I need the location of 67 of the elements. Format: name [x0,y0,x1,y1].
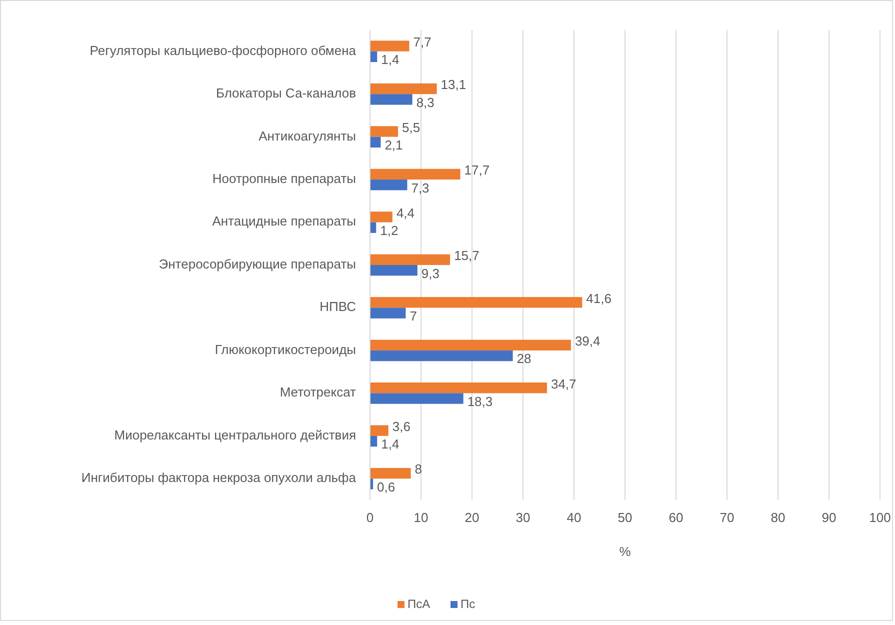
bar [370,51,378,62]
data-label: 1,4 [381,436,400,452]
x-tick-label: 60 [668,510,684,525]
y-tick-label: Регуляторы кальциево-фосфорного обмена [90,42,357,58]
y-tick-label: Ингибиторы фактора некроза опухоли альфа [81,470,357,486]
x-tick-label: 0 [366,510,374,525]
bar [370,297,582,308]
data-label: 18,3 [467,394,493,409]
x-tick-label: 30 [516,510,530,525]
bar [370,212,392,222]
legend-label: ПсА [408,597,430,612]
x-tick-label: 70 [720,510,734,525]
data-label: 1,2 [380,223,398,238]
bar [370,436,378,447]
bar [370,468,411,479]
data-label: 41,6 [586,290,612,306]
bar [370,126,398,137]
data-label: 0,6 [377,479,396,494]
bar [370,340,571,350]
x-tick-label: 90 [822,510,836,525]
y-tick-label: Энтеросорбирующие препараты [158,256,356,272]
data-label: 9,3 [421,266,440,281]
data-label: 7,7 [413,34,432,50]
bar [370,180,408,190]
x-axis-title: % [619,544,632,559]
data-label: 4,4 [396,205,415,220]
y-tick-label: Миорелаксанты центрального действия [114,427,356,442]
x-tick-label: 100 [869,510,891,525]
bar [370,168,460,180]
bar [370,83,437,94]
bar [370,254,450,265]
x-tick-label: 50 [618,510,632,525]
data-label: 5,5 [402,120,420,135]
y-tick-label: Глюкокортикостероиды [214,342,356,357]
bar [370,265,418,276]
data-label: 8,3 [416,94,434,110]
data-label: 7,3 [411,180,430,196]
y-tick-label: Блокаторы Са-каналов [216,86,356,101]
data-label: 15,7 [454,248,480,264]
bar [370,382,547,394]
bar [370,40,410,52]
bar [370,308,406,318]
x-tick-label: 80 [770,510,786,525]
data-label: 7 [410,308,417,324]
bar [370,136,381,148]
y-tick-label: Антикоагулянты [258,128,356,144]
y-tick-label: Ноотропные препараты [212,170,356,186]
data-label: 13,1 [440,77,466,92]
data-label: 39,4 [574,334,600,349]
y-tick-label: Антацидные препараты [212,214,356,229]
data-label: 3,6 [392,419,410,434]
data-label: 34,7 [550,376,576,392]
x-tick-label: 10 [414,510,428,525]
bar [370,393,464,404]
bar [370,94,412,105]
x-tick-label: 20 [464,510,480,525]
bar [370,425,388,436]
data-label: 28 [516,351,532,366]
legend-label: Пс [460,597,476,612]
data-label: 17,7 [464,162,490,178]
data-label: 1,4 [381,52,400,68]
bar [370,350,513,362]
data-label: 8 [414,462,422,477]
data-label: 2,1 [384,138,403,153]
y-tick-label: Метотрексат [280,384,356,400]
y-tick-label: НПВС [320,299,356,314]
x-tick-label: 40 [566,510,582,525]
